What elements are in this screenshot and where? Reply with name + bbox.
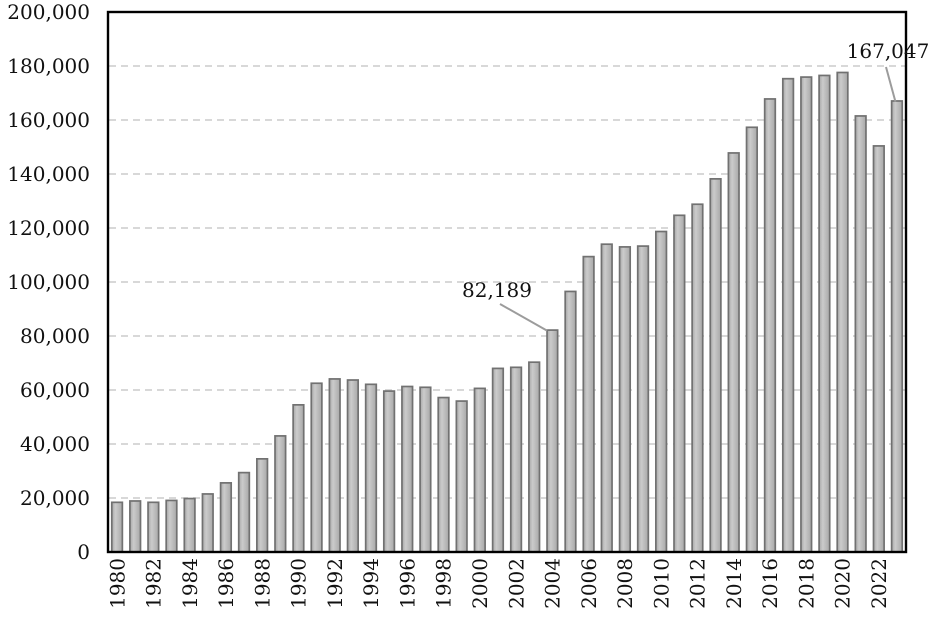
y-axis-tick-label: 100,000 [7,270,90,294]
bar [110,501,124,553]
annotation-leader-line [499,303,548,332]
x-axis-tick-label: 2020 [831,558,855,609]
bar [382,390,396,553]
bar [691,203,704,553]
x-axis-tick-label: 2000 [468,558,492,609]
bar [274,435,287,553]
bar [292,404,305,553]
bar [582,255,595,553]
bar [709,178,722,553]
y-axis-tick-label: 180,000 [7,54,90,78]
x-axis-tick-label: 1992 [323,558,347,609]
x-axis-tick-label: 2008 [613,558,637,609]
bar [509,366,523,553]
y-axis-tick-label: 0 [77,540,90,564]
x-axis-tick-label: 1996 [395,558,419,609]
bar [673,214,686,553]
bar [183,497,196,553]
plot-border [106,10,908,554]
bar [854,115,867,553]
bar [219,482,233,553]
bar [401,385,414,553]
x-axis-tick-label: 2016 [758,558,782,609]
bar [836,71,849,553]
y-axis-tick-label: 40,000 [20,432,90,456]
bar [818,74,831,553]
bar [455,400,468,553]
y-axis-tick-label: 160,000 [7,108,90,132]
bar [872,145,885,553]
bar [618,246,632,553]
bar [437,396,450,553]
x-axis-tick-label: 1998 [432,558,456,609]
bar [564,290,577,553]
bar [473,387,486,553]
bar [727,152,740,553]
x-axis-tick-label: 2002 [504,558,528,609]
bar [419,386,432,553]
y-axis-tick-label: 140,000 [7,162,90,186]
x-axis-tick-label: 1994 [359,558,383,609]
bar [800,76,813,553]
bar [636,245,650,553]
x-axis-tick-label: 1980 [105,558,129,609]
bar [546,329,559,553]
bar [655,230,668,553]
x-axis-tick-label: 2006 [577,558,601,609]
bar [165,499,178,553]
x-axis-tick-label: 1988 [250,558,274,609]
annotation-label: 167,047 [847,39,930,63]
x-axis-tick-label: 1990 [287,558,311,609]
bar [528,361,541,553]
bar [781,77,795,553]
x-axis-tick-label: 2014 [722,558,746,609]
bar [364,383,378,553]
x-axis-tick-label: 2010 [649,558,673,609]
bar [256,458,269,553]
y-axis-tick-label: 20,000 [20,486,90,510]
bar [328,378,341,553]
bar [310,382,323,553]
x-axis-tick-label: 2018 [794,558,818,609]
x-axis-tick-label: 1982 [142,558,166,609]
bar [201,493,214,553]
bar [763,98,777,553]
annotation-label: 82,189 [462,278,532,302]
bar [600,243,613,553]
x-axis-tick-label: 2012 [686,558,710,609]
x-axis-tick-label: 1986 [214,558,238,609]
annotation-leader-line [885,66,897,102]
bar [147,501,160,553]
x-axis-tick-label: 2022 [867,558,891,609]
bar [346,379,359,553]
x-axis-tick-label: 1984 [178,558,202,609]
bar [237,471,251,553]
y-axis-tick-label: 60,000 [20,378,90,402]
x-axis-tick-label: 2004 [541,558,565,609]
y-axis-tick-label: 200,000 [7,0,90,24]
bar [491,367,505,553]
y-axis-tick-label: 120,000 [7,216,90,240]
bar [745,126,758,553]
y-axis-tick-label: 80,000 [20,324,90,348]
bar [890,100,904,553]
bar [129,500,142,553]
